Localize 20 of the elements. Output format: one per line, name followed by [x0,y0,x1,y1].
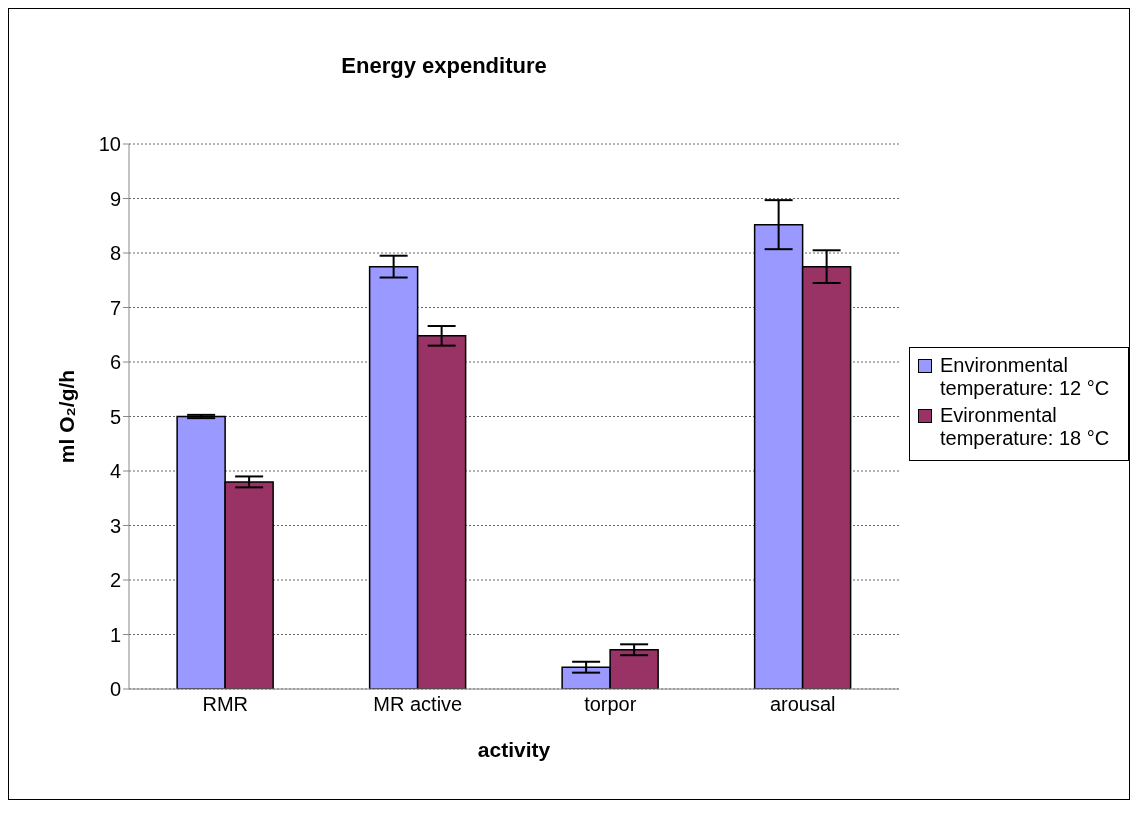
y-axis-title: ml O₂/g/h [55,369,79,464]
y-tick-label: 5 [109,405,121,428]
y-tick-label: 2 [109,569,121,592]
x-tick-label: arousal [769,693,836,716]
y-tick-label: 4 [109,460,121,483]
chart-title: Energy expenditure [340,53,548,79]
x-tick-label: RMR [202,693,249,716]
x-tick-label: MR active [373,693,463,716]
x-axis-title: activity [477,738,551,761]
y-tick-label: 9 [109,187,121,210]
y-tick-label: 3 [109,514,121,537]
y-tick-label: 1 [109,623,121,646]
y-tick-label: 10 [98,133,121,156]
legend-label: Evironmental temperature: 18 °C [940,404,1111,450]
legend-label: Environmental temperature: 12 °C [940,354,1111,400]
y-tick-label: 7 [109,296,121,319]
y-tick-label: 8 [109,242,121,265]
y-tick-label: 6 [109,351,121,374]
y-tick-label: 0 [109,678,121,701]
x-tick-label: torpor [584,693,637,716]
